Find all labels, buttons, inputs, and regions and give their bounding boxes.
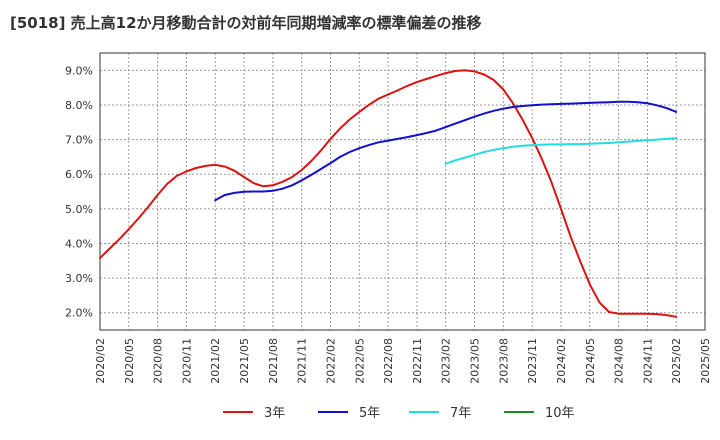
x-tick-label: 2021/08 [267,338,280,384]
x-tick-label: 2025/02 [670,338,683,384]
x-tick-label: 2022/11 [411,338,424,384]
y-tick-label: 3.0% [65,272,93,285]
plot-border [99,52,706,331]
x-tick-label: 2020/08 [152,338,165,384]
x-tick-label: 2020/02 [94,338,107,384]
x-tick-label: 2024/05 [584,338,597,384]
x-tick-label: 2023/08 [497,338,510,384]
legend-label-2: 5年 [359,406,380,421]
x-tick-label: 2022/02 [324,338,337,384]
y-tick-label: 5.0% [65,203,93,216]
x-tick-label: 2020/05 [123,338,136,384]
legend-label-3: 7年 [450,406,471,421]
x-tick-label: 2021/02 [209,338,222,384]
x-tick-label: 2023/02 [440,338,453,384]
x-tick-label: 2024/11 [641,338,654,384]
series-line-3 [444,137,678,165]
y-tick-label: 7.0% [65,134,93,147]
legend-label-4: 10年 [545,406,575,421]
x-tick-label: 2022/05 [353,338,366,384]
y-axis: 2.0% 3.0% 4.0% 5.0% 6.0% 7.0% 8.0% 9.0% [65,64,93,319]
x-tick-label: 2021/11 [296,338,309,384]
y-tick-label: 6.0% [65,168,93,181]
legend-label-1: 3年 [264,406,285,421]
y-tick-label: 9.0% [65,64,93,77]
x-tick-label: 2021/05 [238,338,251,384]
series-line-1 [99,69,678,318]
x-tick-label: 2025/05 [699,338,712,384]
y-tick-label: 2.0% [65,307,93,320]
x-tick-label: 2023/05 [469,338,482,384]
x-axis: 2020/02 2020/05 2020/08 2020/11 2021/02 2021/… [94,338,712,384]
y-tick-label: 8.0% [65,99,93,112]
legend: 3年 5年 7年 10年 [223,406,575,421]
x-tick-label: 2020/11 [180,338,193,384]
series-lines [99,69,678,318]
plot-area [100,53,705,330]
chart-title: [5018] 売上高12か月移動合計の対前年同期増減率の標準偏差の推移 [10,14,482,32]
y-tick-label: 4.0% [65,237,93,250]
grid-lines [100,53,705,330]
x-tick-label: 2022/08 [382,338,395,384]
x-tick-label: 2024/08 [613,338,626,384]
series-line-2 [214,100,678,202]
x-tick-label: 2024/02 [555,338,568,384]
x-tick-label: 2023/11 [526,338,539,384]
